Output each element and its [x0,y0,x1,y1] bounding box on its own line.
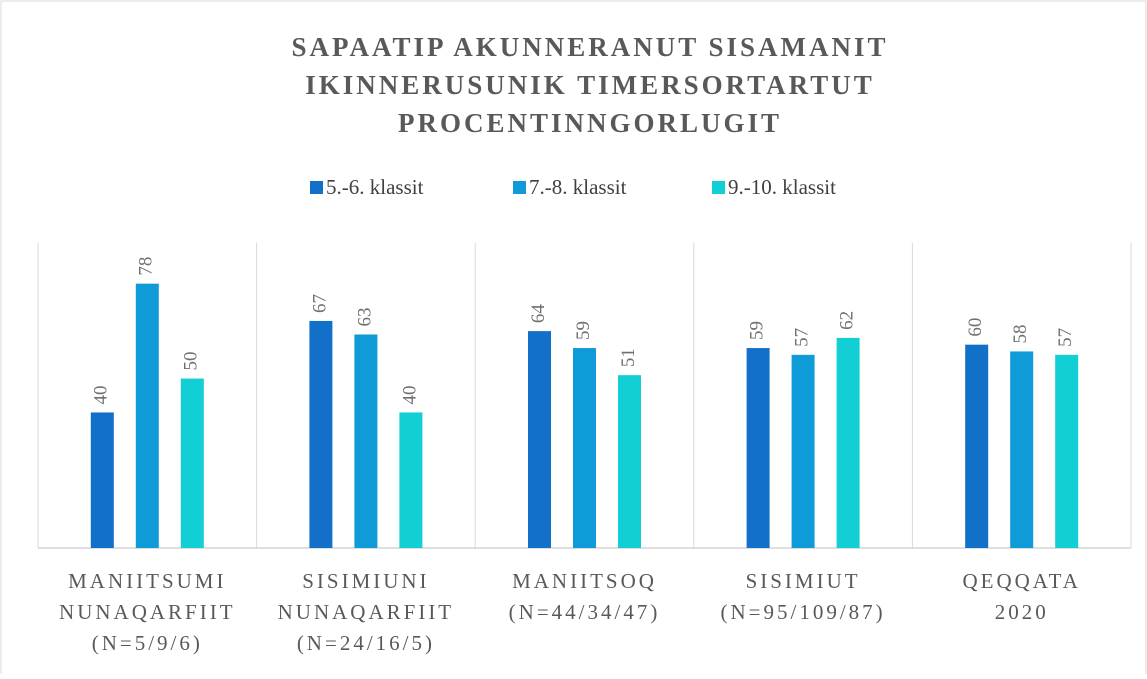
chart-title: IKINNERUSUNIK TIMERSORTARTUT [305,70,874,100]
bar [1055,354,1079,548]
bar [309,320,333,548]
legend-label: 9.-10. klassit [728,175,836,199]
bar [354,334,378,548]
x-tick-label: (N=24/16/5) [297,631,435,655]
bar [1010,351,1034,548]
bar [791,354,815,548]
chart-title: PROCENTINNGORLUGIT [398,108,782,138]
data-label: 67 [309,294,330,313]
data-label: 62 [836,311,857,330]
x-tick-label: 2020 [995,600,1049,624]
x-tick-label: NUNAQARFIIT [278,600,455,624]
bar [180,378,204,548]
x-tick-label: SISIMIUNI [302,569,429,593]
data-label: 40 [91,385,112,404]
legend-swatch [712,181,725,194]
data-label: 63 [354,308,375,327]
legend-swatch [310,181,323,194]
x-tick-label: QEQQATA [962,569,1080,593]
data-label: 59 [746,321,767,340]
bar [965,344,989,548]
data-label: 40 [399,385,420,404]
bar [746,348,770,548]
data-label: 57 [1055,328,1076,347]
bar [618,375,641,548]
data-label: 60 [965,318,986,337]
data-label: 64 [528,304,549,324]
data-label: 51 [618,348,639,367]
x-tick-label: SISIMIUT [746,569,861,593]
bar [573,348,596,548]
bar [90,412,114,548]
data-label: 58 [1010,324,1031,343]
legend-swatch [513,181,526,194]
x-tick-label: (N=5/9/6) [92,631,203,655]
chart-title: SAPAATIP AKUNNERANUT SISAMANIT [291,32,888,62]
bar [399,412,423,548]
data-label: 78 [136,257,157,276]
data-label: 59 [573,321,594,340]
bar [528,331,551,548]
x-tick-label: NUNAQARFIIT [59,600,236,624]
x-tick-label: (N=95/109/87) [721,600,886,624]
data-label: 57 [791,328,812,347]
bar [836,337,860,548]
data-label: 50 [181,352,202,371]
x-tick-label: MANIITSOQ [512,569,657,593]
bar [135,283,159,548]
x-tick-label: (N=44/34/47) [509,600,661,624]
legend-label: 7.-8. klassit [529,175,627,199]
x-tick-label: MANIITSUMI [68,569,226,593]
legend-label: 5.-6. klassit [326,175,424,199]
